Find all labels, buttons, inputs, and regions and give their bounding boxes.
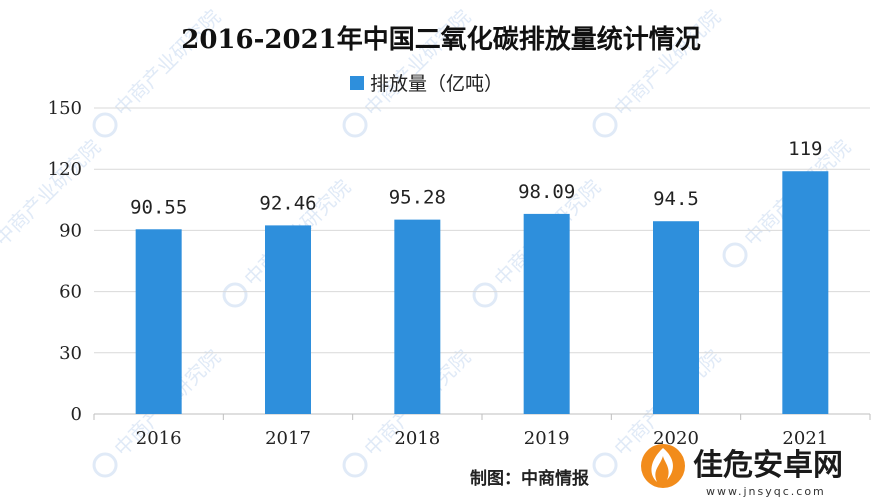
x-tick-label: 2018 [394,428,440,449]
watermark-text: 中商产业研究院 [0,135,105,251]
y-axis-ticks: 0 30 60 90 120 150 [48,98,82,425]
bar [265,225,311,414]
bar [394,219,441,414]
value-label: 119 [788,138,822,160]
source-note: 制图：中商情报 [470,468,589,489]
brand-name: 佳危安卓网 [693,448,843,483]
brand-logo: 佳危安卓网 www.jnsyqc.com [641,444,843,498]
bar [782,171,829,414]
y-tick-label: 30 [59,343,82,364]
legend-label: 排放量（亿吨） [370,73,503,95]
watermark-text: 中商产业研究院 [359,5,475,121]
value-label: 92.46 [259,192,316,214]
y-tick-label: 60 [59,282,82,303]
watermark-text: 中商产业研究院 [609,5,725,121]
x-tick-label: 2017 [265,428,311,449]
y-tick-label: 150 [48,98,82,119]
value-label: 90.55 [130,196,187,218]
watermark-logo-icon [592,452,618,478]
value-labels: 90.55 92.46 95.28 98.09 94.5 119 [130,138,822,218]
watermark-logo-icon [472,282,498,308]
watermark-logo-icon [342,452,368,478]
legend-swatch [350,76,364,90]
watermark: 中商产业研究院 [0,135,105,251]
x-tick-label: 2020 [653,428,699,449]
bar [135,229,182,414]
brand-flame-shape [651,448,673,482]
value-label: 98.09 [518,181,575,203]
x-tick-label: 2016 [136,428,182,449]
watermark-logo-icon [722,242,748,268]
x-tick-label: 2021 [782,428,828,449]
y-tick-label: 90 [59,220,82,241]
x-axis-ticks: 2016 2017 2018 2019 2020 2021 [93,414,871,449]
watermark-logo-icon [342,112,368,138]
legend: 排放量（亿吨） [350,73,503,95]
x-tick-label: 2019 [524,428,570,449]
value-label: 94.5 [653,188,699,210]
brand-url: www.jnsyqc.com [706,485,826,498]
watermark-logo-icon [92,452,118,478]
brand-flame-icon [641,444,685,488]
watermark-logo-icon [92,112,118,138]
watermark-logo-icon [592,112,618,138]
watermark-logo-icon [222,282,248,308]
chart-title: 2016-2021年中国二氧化碳排放量统计情况 [181,24,701,55]
bars [135,171,829,414]
y-tick-label: 0 [71,404,82,425]
value-label: 95.28 [389,187,446,209]
y-tick-label: 120 [48,159,82,180]
bar [523,213,570,414]
watermark-text: 中商产业研究院 [109,5,225,121]
bar [653,221,699,414]
